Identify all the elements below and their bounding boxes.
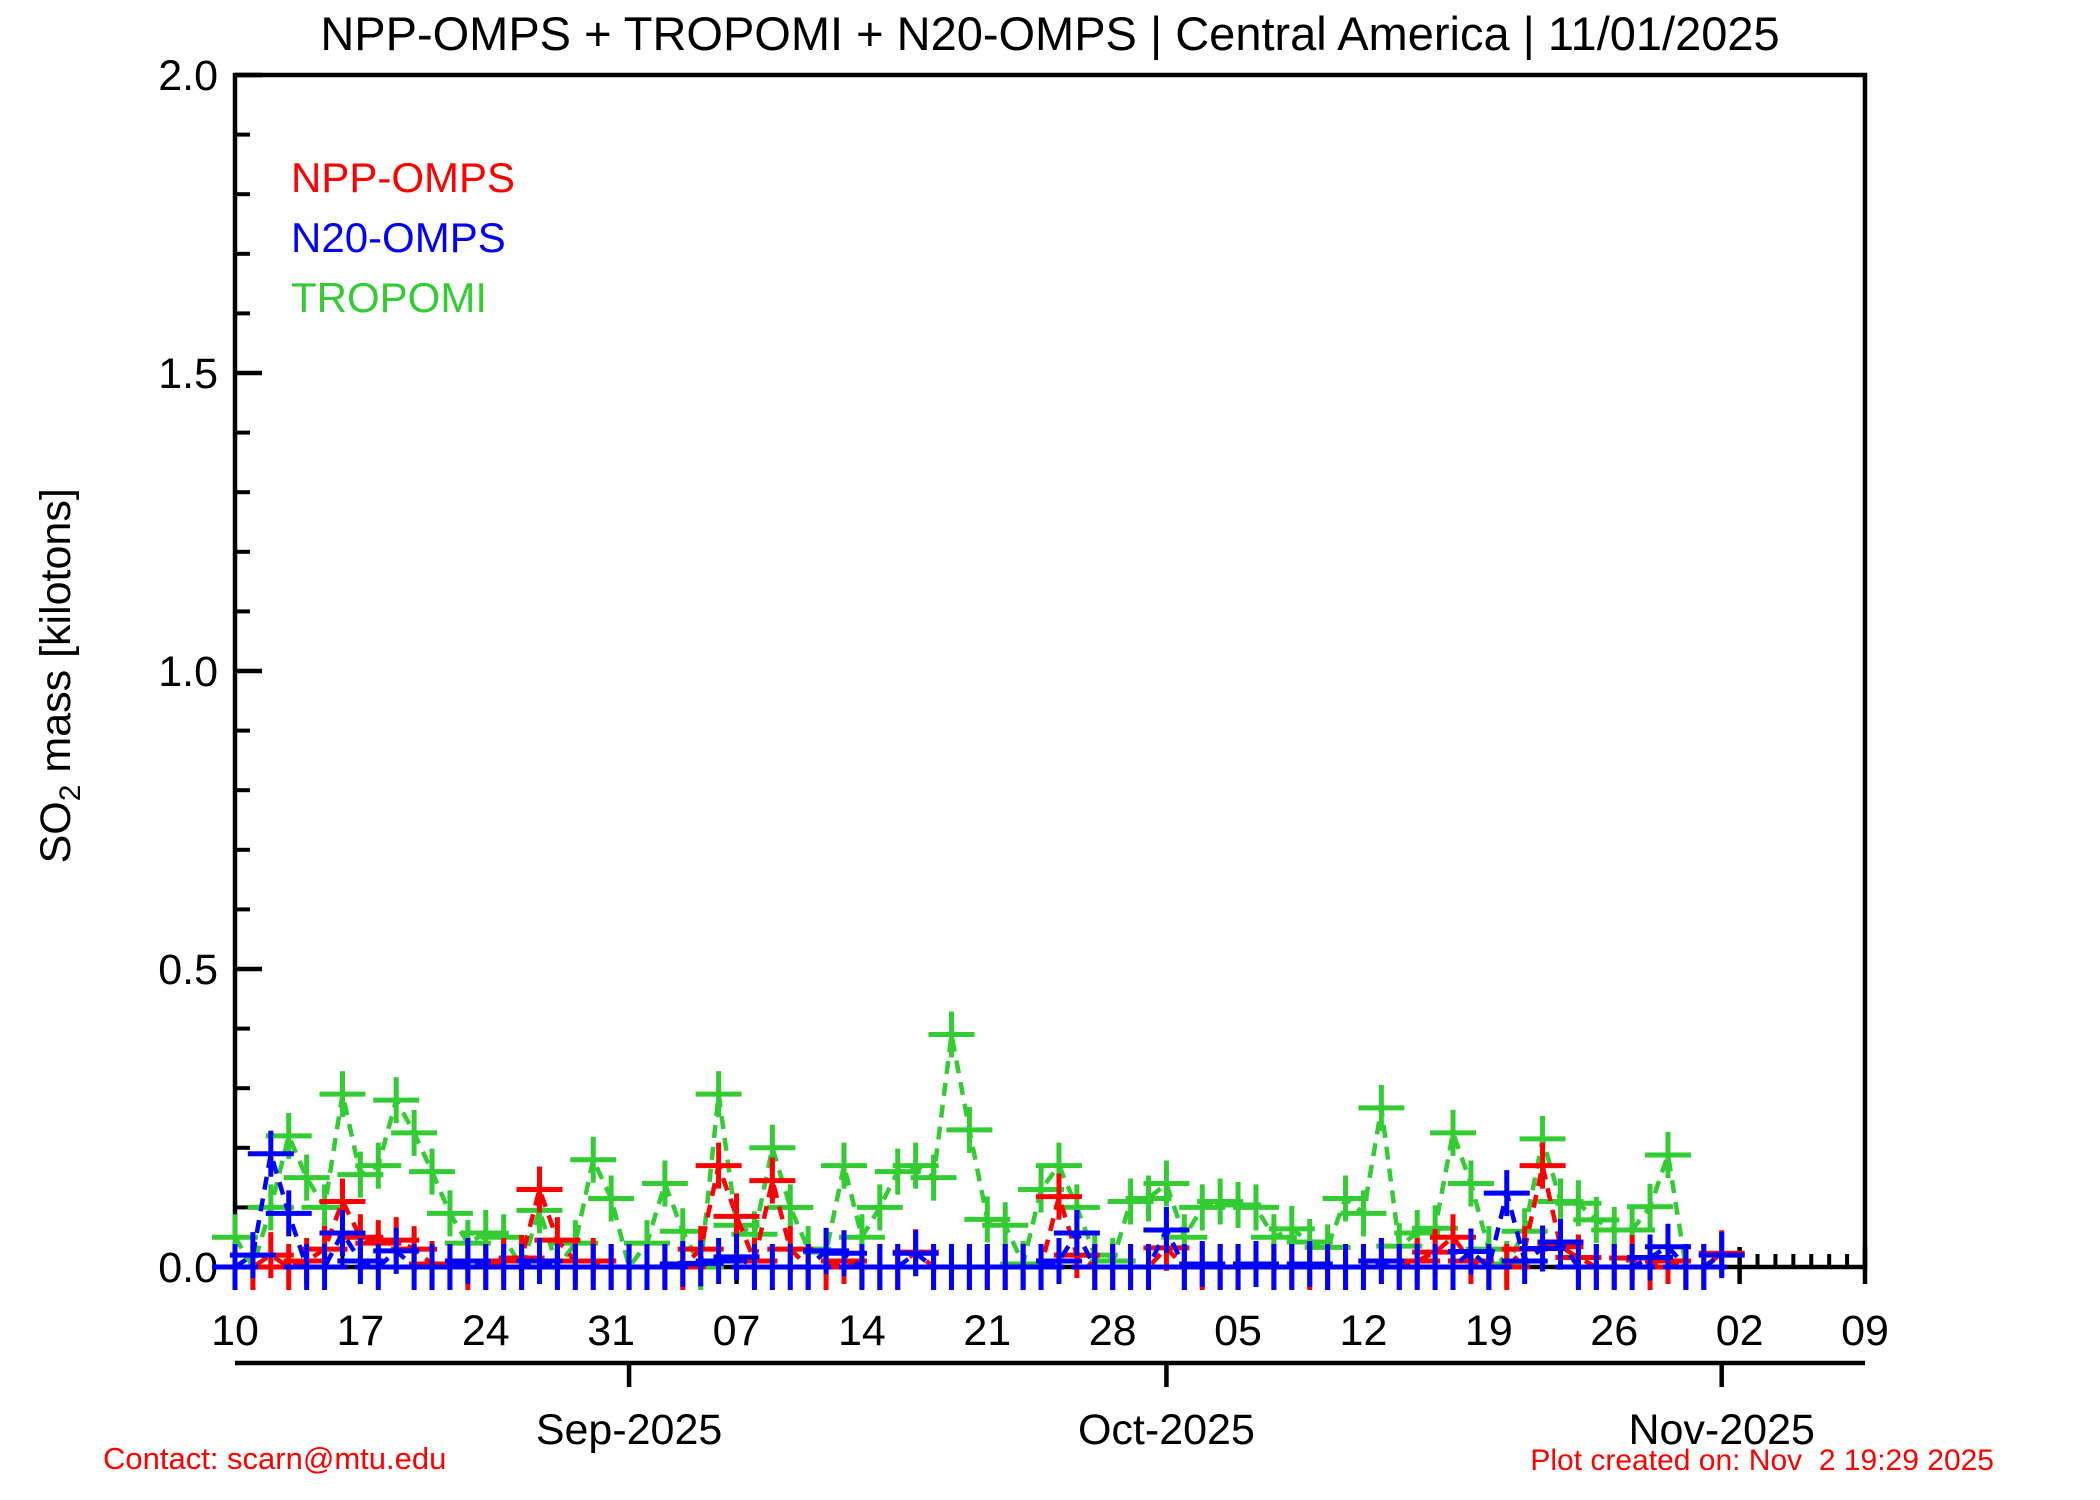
plot-created-text: Plot created on: Nov 2 19:29 2025 [1530,1444,1994,1477]
x-tick-label: 28 [1089,1307,1137,1355]
legend: NPP-OMPS N20-OMPS TROPOMI [291,148,515,328]
month-tick-label: Sep-2025 [536,1406,723,1454]
x-tick-label: 17 [336,1307,384,1355]
legend-item-n20-omps: N20-OMPS [291,214,506,261]
y-tick-label: 0.0 [158,1244,218,1292]
y-tick-label: 1.5 [158,350,218,398]
x-tick-label: 07 [713,1307,761,1355]
x-tick-label: 12 [1340,1307,1388,1355]
x-tick-label: 05 [1214,1307,1262,1355]
y-axis-label-post: mass [kilotons] [32,488,81,785]
contact-text: Contact: scarn@mtu.edu [103,1441,447,1476]
y-axis-label-sub: 2 [53,784,87,802]
x-tick-label: 14 [838,1307,886,1355]
y-axis-label-pre: SO [32,801,81,864]
series-markers-n20-omps [212,1130,1745,1290]
x-tick-label: 10 [211,1307,259,1355]
month-tick-label: Nov-2025 [1628,1406,1814,1454]
x-tick-label: 26 [1590,1307,1638,1355]
series-line-tropomi [233,1034,1689,1275]
x-tick-label: 24 [462,1307,510,1355]
x-tick-label: 09 [1841,1307,1889,1355]
y-tick-label: 0.5 [158,946,218,994]
legend-item-tropomi: TROPOMI [291,274,487,321]
x-tick-label: 19 [1465,1307,1513,1355]
x-tick-label: 02 [1716,1307,1764,1355]
series-n20-omps [212,1130,1745,1290]
x-tick-label: 31 [587,1307,635,1355]
y-axis-label: SO2 mass [kilotons] [32,356,88,996]
x-tick-label: 21 [963,1307,1011,1355]
axis-tick-labels: 0.0 0.5 1.0 1.5 2.0 10 17 24 31 07 14 21 28 05 12 19 26 0… [158,52,1889,1454]
plot-title: NPP-OMPS + TROPOMI + N20-OMPS | Central … [320,7,1780,60]
legend-item-npp-omps: NPP-OMPS [291,154,516,201]
y-tick-label: 2.0 [158,52,218,100]
month-tick-label: Oct-2025 [1078,1406,1255,1454]
y-tick-label: 1.0 [158,648,218,696]
